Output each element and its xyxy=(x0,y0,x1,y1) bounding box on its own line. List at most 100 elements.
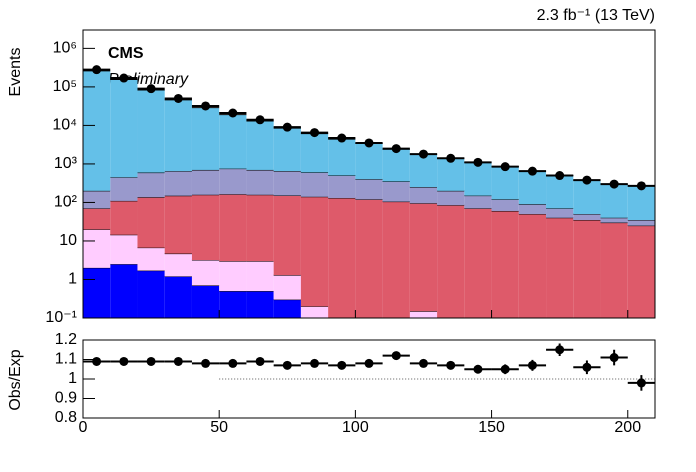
stack-bar xyxy=(518,171,547,205)
data-point xyxy=(555,171,565,181)
stack-bar xyxy=(246,194,274,262)
stack-bar xyxy=(83,190,111,209)
ratio-point xyxy=(582,362,592,372)
ratio-point xyxy=(609,353,619,363)
stack-bar xyxy=(164,195,192,254)
stack-bar xyxy=(164,253,192,277)
y-tick-label: 10⁵ xyxy=(53,78,77,95)
x-tick-label: 50 xyxy=(210,419,228,436)
stack-bar xyxy=(110,264,138,318)
y-tick-label: 10⁻¹ xyxy=(45,309,77,326)
y-tick-label: 10⁴ xyxy=(52,117,77,134)
stack-bar xyxy=(219,291,247,318)
ratio-point xyxy=(527,360,537,370)
stack-bar xyxy=(437,190,465,206)
stack-bar xyxy=(355,199,383,318)
stack-bar xyxy=(546,208,574,218)
y-tick-label: 10³ xyxy=(54,155,78,172)
stack-bar xyxy=(83,208,111,230)
stack-bar xyxy=(600,222,628,318)
data-point xyxy=(418,149,428,159)
y-tick-label: 10 xyxy=(59,232,77,249)
stack-bar xyxy=(191,260,220,286)
stack-bar xyxy=(164,99,192,172)
stack-bar xyxy=(273,299,301,318)
stack-bar xyxy=(627,220,655,226)
data-point xyxy=(228,108,238,118)
stack-bar xyxy=(491,166,519,200)
data-point xyxy=(446,153,456,163)
y-tick-label: 0.9 xyxy=(55,390,77,407)
stack-bar xyxy=(382,149,410,182)
lumi-label: 2.3 fb⁻¹ (13 TeV) xyxy=(537,7,655,24)
stack-bar xyxy=(219,261,247,292)
ratio-point xyxy=(391,351,401,361)
stack-bar xyxy=(191,107,220,170)
stack-bar xyxy=(110,200,138,235)
stack-bar xyxy=(573,180,601,215)
stack-bar xyxy=(328,198,356,318)
stack-bar xyxy=(219,168,247,195)
y-tick-label: 10² xyxy=(54,194,78,211)
ratio-y-axis-label: Obs/Exp xyxy=(7,349,24,410)
stack-bar xyxy=(627,225,655,318)
stack-bar xyxy=(164,276,192,318)
data-point xyxy=(282,122,292,132)
stack-bar xyxy=(83,70,111,191)
ratio-point xyxy=(364,358,374,368)
plot-frame xyxy=(82,29,656,319)
data-point xyxy=(473,157,483,167)
stack-bar xyxy=(518,214,547,318)
stack-bar xyxy=(573,214,601,221)
stack-bar xyxy=(137,270,165,318)
stack-bar xyxy=(491,210,519,318)
stack-bar xyxy=(246,261,274,292)
stack-bar xyxy=(600,217,628,223)
stack-bar xyxy=(300,196,329,307)
stack-bar xyxy=(437,205,465,318)
ratio-point xyxy=(446,360,456,370)
stack-bar xyxy=(137,172,165,198)
stack-bar xyxy=(382,181,410,202)
data-point xyxy=(609,179,619,189)
stack-bar xyxy=(546,175,574,209)
data-point xyxy=(391,144,401,154)
stack-bar xyxy=(409,187,438,204)
stack-bar xyxy=(464,162,492,196)
stack-bar xyxy=(409,311,438,318)
stack-bar xyxy=(191,285,220,318)
stack-bar xyxy=(110,79,138,178)
y-tick-label: 1 xyxy=(68,271,77,288)
data-point xyxy=(92,65,102,75)
y-tick-label: 1.2 xyxy=(55,331,77,348)
stack-bar xyxy=(246,121,274,170)
ratio-point xyxy=(92,356,102,366)
y-tick-label: 0.8 xyxy=(55,409,77,426)
stack-bar xyxy=(409,203,438,312)
ratio-point xyxy=(418,358,428,368)
stack-bar xyxy=(409,154,438,188)
stack-bar xyxy=(191,169,220,195)
ratio-point xyxy=(146,356,156,366)
ratio-point xyxy=(228,358,238,368)
stack-bar xyxy=(573,220,601,318)
data-point xyxy=(201,101,211,111)
x-tick-label: 0 xyxy=(79,419,88,436)
ratio-point xyxy=(555,345,565,355)
stack-bar xyxy=(546,217,574,318)
stack-bar xyxy=(464,195,492,209)
y-tick-label: 1 xyxy=(68,370,77,387)
stack-bar xyxy=(137,90,165,173)
stack-bar xyxy=(246,169,274,195)
ratio-point xyxy=(201,358,211,368)
stack-bar xyxy=(273,171,301,196)
stack-bar xyxy=(437,158,465,191)
stack-bar xyxy=(83,267,111,318)
stack-bar xyxy=(246,291,274,318)
stack-bar xyxy=(491,199,519,211)
ratio-point xyxy=(473,364,483,374)
data-point xyxy=(582,175,592,185)
stack-bar xyxy=(110,177,138,201)
stack-bar xyxy=(300,172,329,197)
